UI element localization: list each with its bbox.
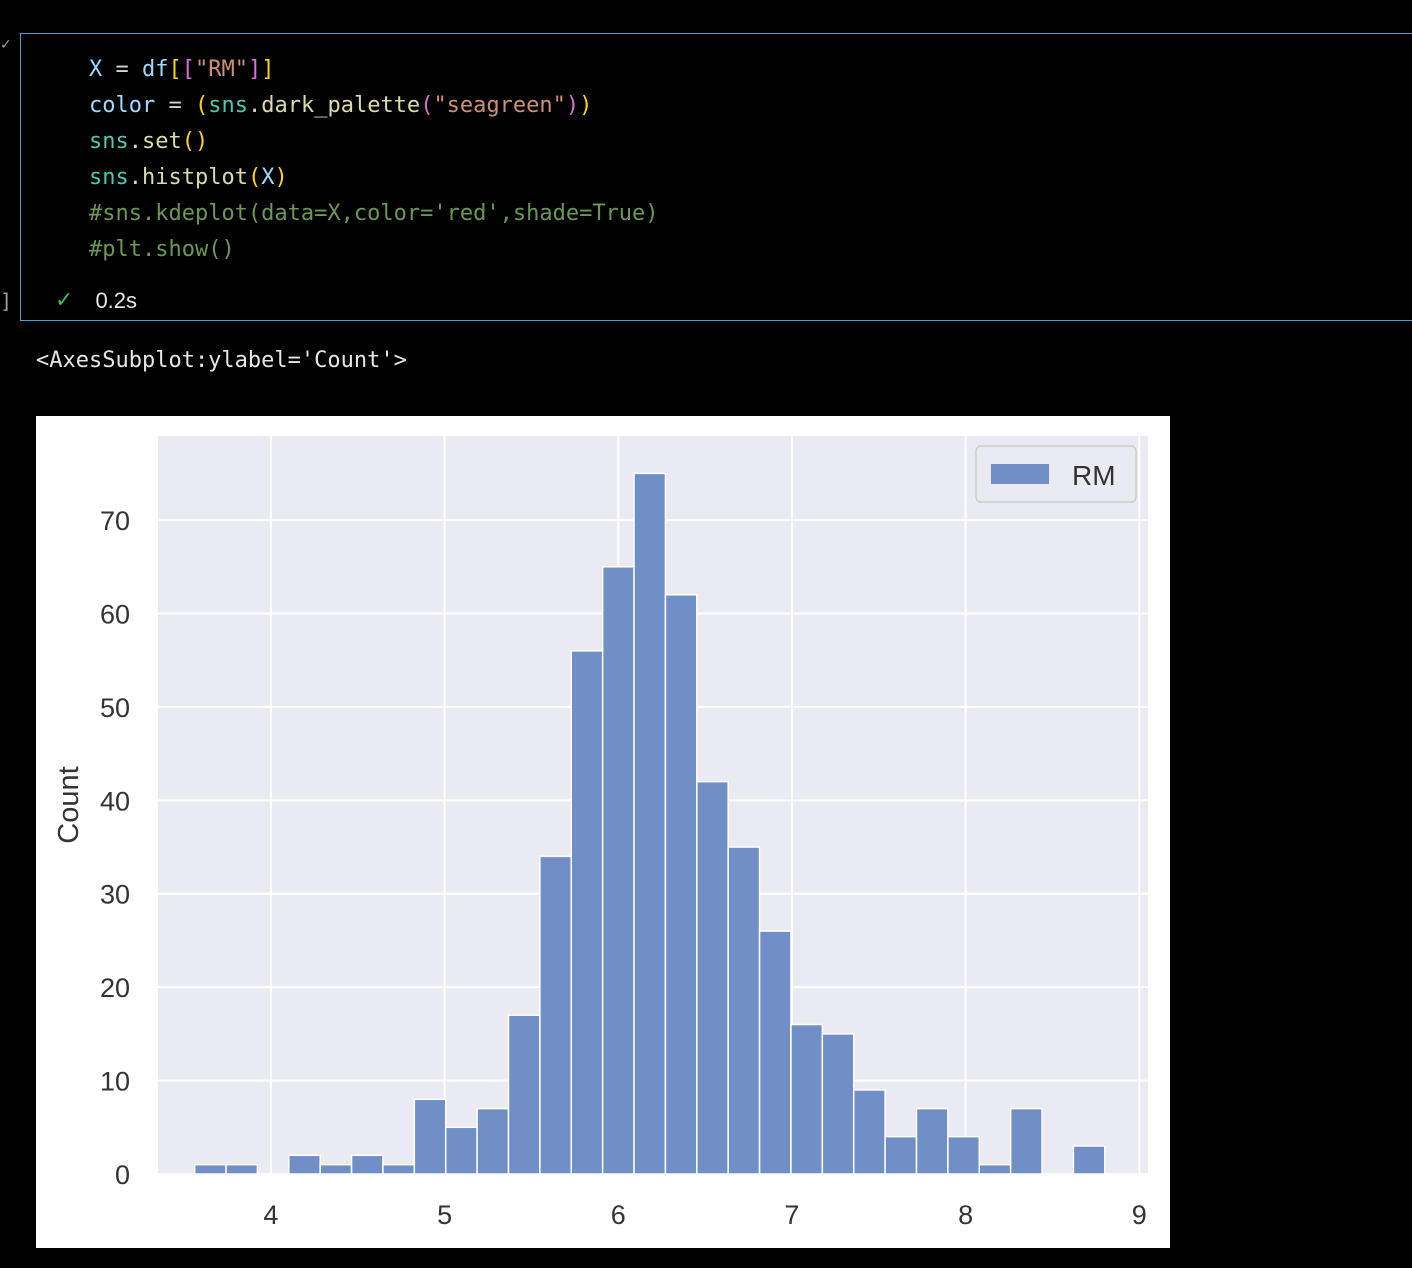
y-tick-label: 60	[100, 599, 130, 629]
code-token: histplot	[142, 165, 248, 190]
y-tick-label: 10	[100, 1067, 130, 1097]
histogram-bar	[664, 594, 698, 1175]
code-token: .	[128, 129, 142, 154]
histogram-bar	[821, 1033, 855, 1175]
output-text: <AxesSubplot:ylabel='Count'>	[36, 348, 407, 373]
histogram-bar	[1072, 1145, 1106, 1175]
code-token: .	[247, 93, 262, 118]
code-token: (	[420, 93, 434, 118]
histogram-bar	[382, 1163, 416, 1175]
code-token: color	[89, 93, 156, 118]
y-tick-label: 30	[100, 880, 130, 910]
histogram-bar	[601, 566, 635, 1175]
code-token: .	[128, 165, 142, 190]
histogram-bar	[947, 1135, 981, 1175]
x-tick-label: 6	[611, 1200, 626, 1230]
code-cell[interactable]: X = df[["RM"]] color = (sns.dark_palette(…	[20, 33, 1412, 321]
code-token: X	[261, 165, 275, 190]
code-token: ]	[261, 57, 275, 82]
code-token: "RM"	[195, 57, 248, 82]
histogram-bar	[413, 1098, 447, 1175]
histogram-bar	[978, 1163, 1012, 1175]
bars	[193, 472, 1106, 1175]
histogram-bar	[915, 1107, 949, 1175]
legend-swatch	[991, 464, 1049, 484]
legend-box	[975, 445, 1137, 503]
x-tick-label: 5	[437, 1200, 452, 1230]
x-tick-label: 8	[958, 1200, 973, 1230]
check-icon: ✓	[55, 288, 74, 313]
tick-labels: 4 5 6 7 8 9 0 10 20 30 40 50 60 70	[100, 506, 1147, 1230]
histogram-bar	[288, 1154, 321, 1175]
code-editor[interactable]: X = df[["RM"]] color = (sns.dark_palette(…	[89, 52, 659, 268]
histogram-bar	[476, 1107, 510, 1175]
y-tick-label: 70	[100, 506, 130, 536]
histogram-bar	[790, 1023, 824, 1175]
histogram-bar	[225, 1163, 259, 1175]
code-line[interactable]: sns.set()	[89, 124, 659, 160]
x-tick-label: 4	[263, 1200, 278, 1230]
code-token: #plt.show()	[89, 237, 235, 262]
histogram-bar	[193, 1163, 227, 1175]
histogram-bar	[507, 1014, 541, 1175]
cell-bracket: ]	[0, 289, 13, 313]
execution-time: 0.2s	[95, 288, 138, 313]
x-tick-label: 7	[784, 1200, 799, 1230]
code-token: #sns.kdeplot(data=X,color='red',shade=Tr…	[89, 201, 659, 226]
code-line[interactable]: color = (sns.dark_palette("seagreen"))	[89, 88, 659, 124]
code-token: "seagreen"	[433, 93, 566, 118]
collapse-icon[interactable]: ✓	[0, 37, 12, 53]
code-token: X	[89, 57, 103, 82]
histogram-bar	[727, 846, 761, 1175]
code-token: df	[142, 57, 169, 82]
histogram-chart: 4 5 6 7 8 9 0 10 20 30 40 50 60 70 Count RM	[53, 436, 1148, 1230]
histogram-bar	[350, 1154, 384, 1175]
y-tick-label: 50	[100, 693, 130, 723]
code-token: )	[565, 93, 580, 118]
code-token: )	[579, 93, 593, 118]
execution-status: ✓ 0.2s	[55, 286, 137, 316]
code-line[interactable]: #sns.kdeplot(data=X,color='red',shade=Tr…	[89, 196, 659, 232]
histogram-bar	[633, 472, 667, 1175]
code-token: =	[155, 93, 195, 118]
code-token: ]	[247, 57, 262, 82]
histogram-bar	[539, 855, 573, 1175]
histogram-bar	[696, 780, 729, 1175]
legend-label: RM	[1072, 460, 1116, 491]
code-token: dark_palette	[261, 93, 421, 118]
code-token: sns	[89, 165, 129, 190]
code-token: (	[194, 93, 209, 118]
code-line[interactable]: #plt.show()	[89, 232, 659, 268]
code-token: ()	[181, 129, 209, 154]
code-token: sns	[89, 129, 129, 154]
histogram-bar	[852, 1089, 886, 1175]
code-token: [	[168, 57, 182, 82]
y-tick-label: 0	[115, 1160, 130, 1190]
y-tick-label: 20	[100, 973, 130, 1003]
histogram-bar	[1009, 1107, 1043, 1175]
code-token: sns	[208, 93, 248, 118]
histogram-bar	[884, 1135, 918, 1175]
histogram-bar	[570, 650, 604, 1175]
y-axis-label: Count	[53, 766, 85, 843]
histogram-bar	[319, 1163, 353, 1175]
y-tick-label: 40	[100, 786, 130, 816]
x-tick-label: 9	[1132, 1200, 1147, 1230]
code-line[interactable]: X = df[["RM"]]	[89, 52, 659, 88]
code-token: (	[247, 165, 262, 190]
code-token: set	[142, 129, 182, 154]
histogram-bar	[758, 930, 792, 1175]
code-line[interactable]: sns.histplot(X)	[89, 160, 659, 196]
code-token: =	[102, 57, 142, 82]
code-token: )	[274, 165, 288, 190]
code-token: [	[181, 57, 195, 82]
legend: RM	[975, 445, 1137, 503]
histogram-plot: 4 5 6 7 8 9 0 10 20 30 40 50 60 70 Count RM	[36, 416, 1170, 1248]
histogram-bar	[444, 1126, 478, 1175]
